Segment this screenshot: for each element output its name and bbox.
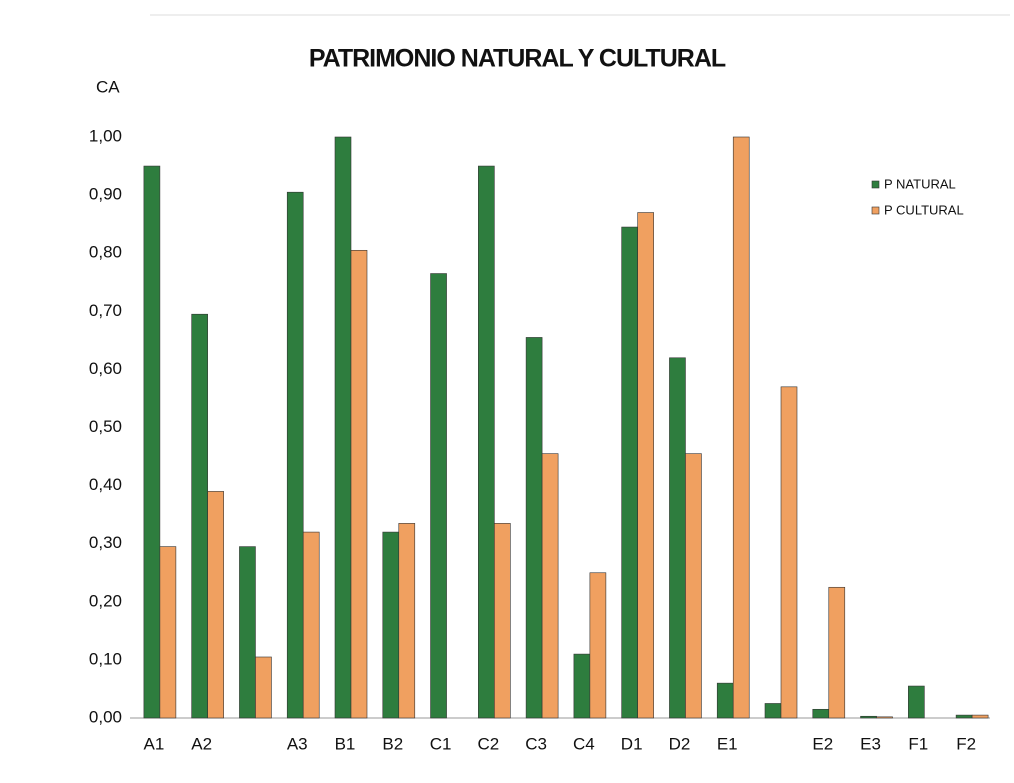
legend-label: P NATURAL (884, 176, 956, 191)
y-tick-label: 0,80 (89, 243, 122, 262)
x-tick-label: F2 (956, 734, 976, 753)
bar (716, 682, 734, 719)
bar (334, 136, 352, 719)
bar (955, 714, 973, 719)
bar (159, 546, 177, 719)
bar (430, 273, 447, 719)
bar (828, 586, 846, 719)
y-tick-label: 0,00 (89, 707, 122, 726)
y-tick-label: 1,00 (89, 126, 122, 145)
x-tick-label: C4 (573, 734, 595, 753)
bar (621, 226, 638, 719)
legend-label: P CULTURAL (884, 202, 964, 217)
bar (669, 357, 686, 719)
bar (908, 685, 925, 719)
x-tick-label: E2 (812, 734, 833, 753)
y-tick-label: 0,10 (89, 649, 122, 668)
y-tick-label: 0,70 (89, 301, 122, 320)
bar (207, 491, 224, 719)
y-tick-label: 0,90 (89, 185, 122, 204)
bar (525, 337, 543, 719)
y-tick-label: 0,50 (89, 417, 122, 436)
bar (573, 653, 591, 719)
x-tick-label: A3 (287, 734, 308, 753)
bar (637, 212, 654, 719)
bar (398, 523, 416, 719)
bar (302, 531, 320, 719)
x-tick-label: A1 (143, 734, 164, 753)
bar (860, 715, 877, 719)
bar (494, 523, 511, 719)
bar (780, 386, 798, 719)
y-axis-label: CA (96, 77, 120, 96)
bar (589, 572, 607, 719)
y-tick-label: 0,20 (89, 591, 122, 610)
x-tick-label: A2 (191, 734, 212, 753)
x-tick-label: C3 (525, 734, 547, 753)
legend-swatch (871, 180, 880, 189)
y-tick-label: 0,30 (89, 533, 122, 552)
bar (732, 136, 750, 719)
bar (350, 249, 368, 719)
bar (382, 531, 400, 719)
bar (191, 313, 208, 719)
bar (812, 708, 830, 719)
x-tick-label: B2 (382, 734, 403, 753)
chart-title: PATRIMONIO NATURAL Y CULTURAL (309, 45, 726, 73)
bar (876, 716, 893, 719)
y-tick-label: 0,60 (89, 359, 122, 378)
x-tick-label: D1 (621, 734, 643, 753)
x-tick-label: D2 (669, 734, 691, 753)
x-tick-label: E1 (717, 734, 738, 753)
bar (971, 714, 989, 719)
x-tick-label: F1 (908, 734, 928, 753)
y-tick-label: 0,40 (89, 475, 122, 494)
legend-swatch (871, 206, 880, 215)
x-tick-label: E3 (860, 734, 881, 753)
x-tick-label: B1 (335, 734, 356, 753)
x-tick-label: C1 (430, 734, 452, 753)
bar (286, 191, 304, 719)
bar (541, 453, 559, 719)
bar (255, 656, 272, 719)
x-tick-label: C2 (477, 734, 499, 753)
bar (764, 703, 782, 719)
bar (478, 165, 495, 719)
bar (143, 165, 161, 719)
bar (239, 546, 256, 719)
bar (685, 453, 702, 719)
